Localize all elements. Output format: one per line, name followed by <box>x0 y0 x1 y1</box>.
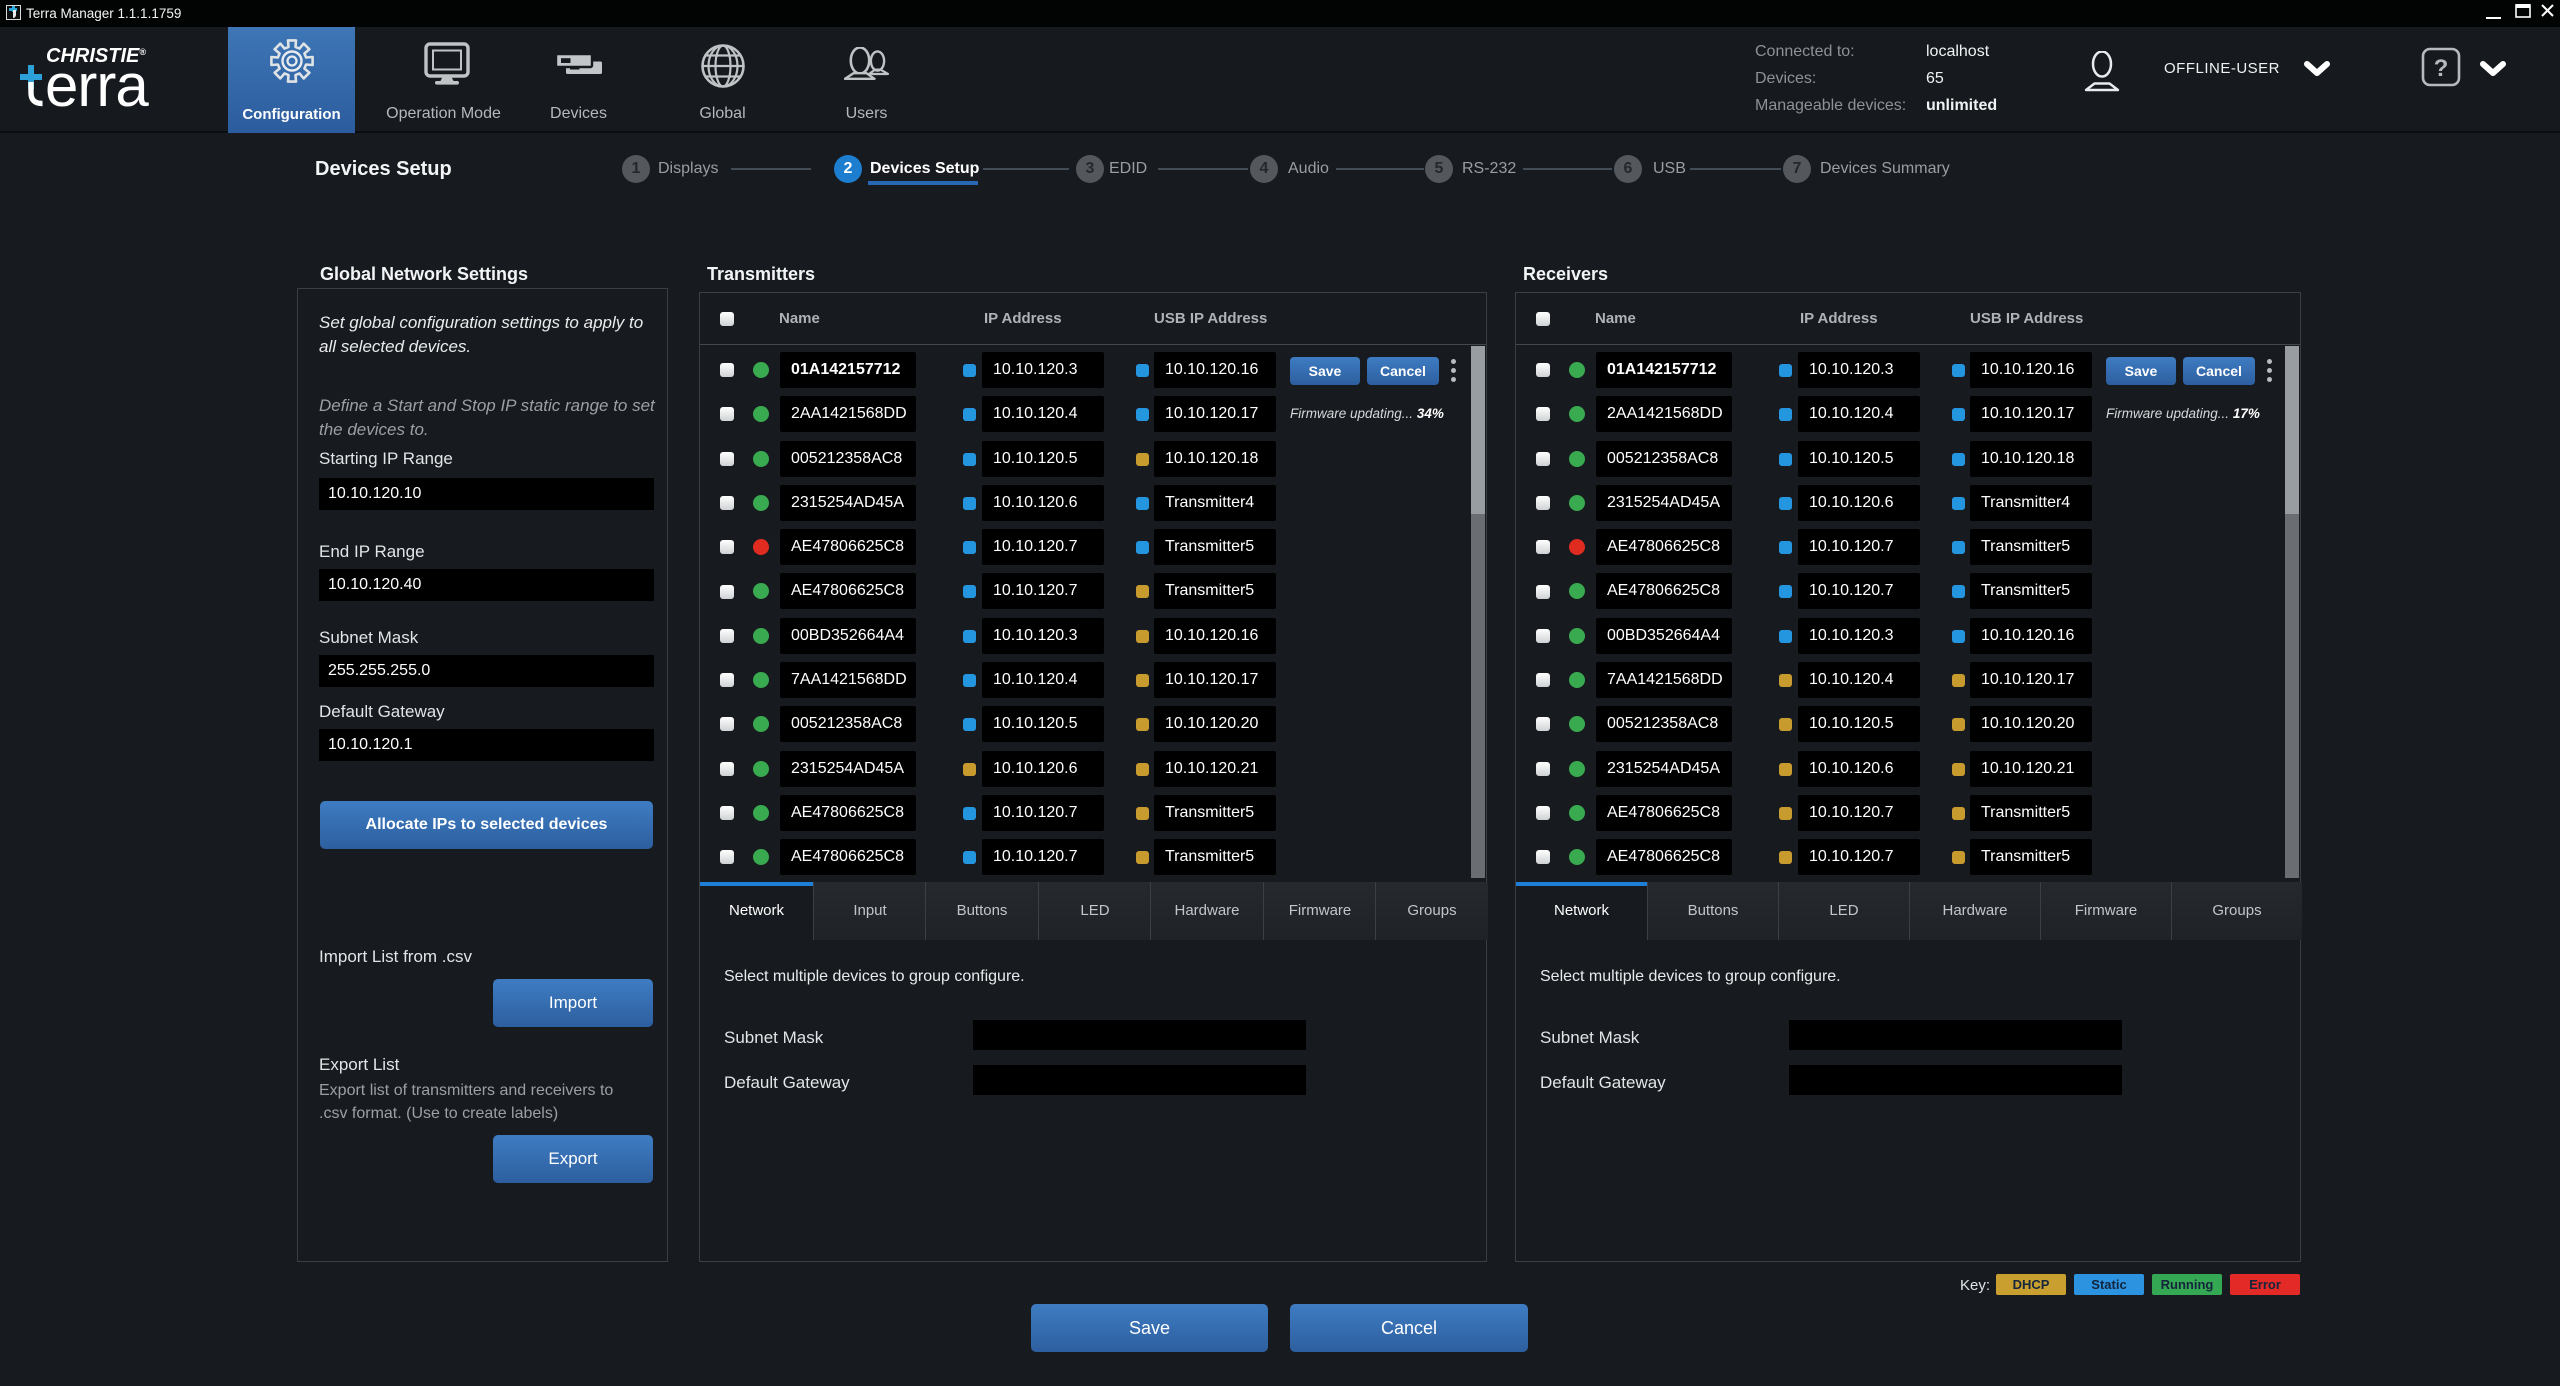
svg-text:?: ? <box>2434 55 2449 82</box>
